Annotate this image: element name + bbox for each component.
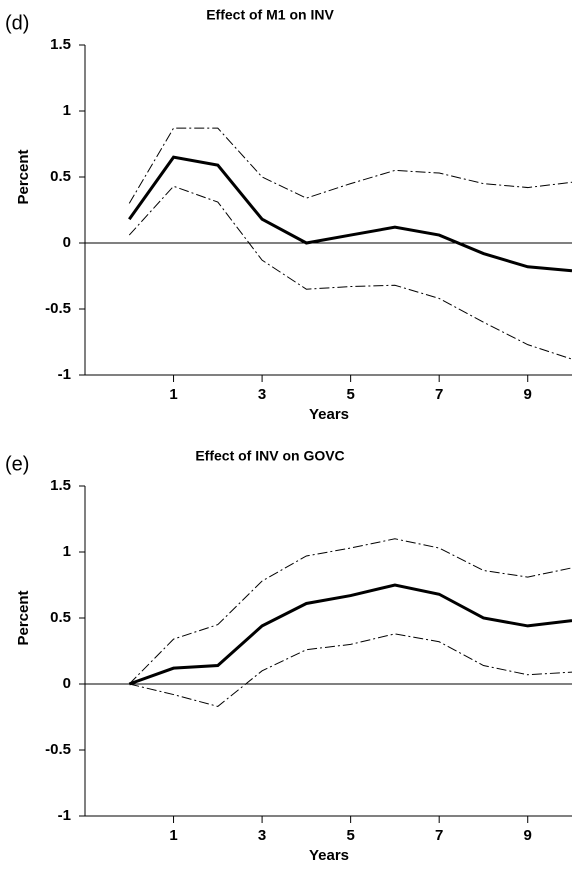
x-tick-label: 9 [524, 827, 532, 844]
y-tick-label: 1.5 [50, 477, 71, 494]
y-axis-label: Percent [15, 149, 32, 204]
x-tick-label: 1 [169, 386, 177, 403]
y-tick-label: 0.5 [50, 609, 71, 626]
chart-title: Effect of INV on GOVC [195, 448, 344, 464]
y-tick-label: 1.5 [50, 36, 71, 53]
estimate-line [128, 583, 572, 686]
panel-label: (e) [5, 453, 29, 475]
y-axis-label: Percent [15, 590, 32, 645]
y-tick-label: 0 [63, 675, 71, 692]
x-tick-label: 9 [524, 386, 532, 403]
y-tick-label: -1 [58, 807, 71, 824]
y-tick-label: -0.5 [45, 741, 71, 758]
band-line [128, 185, 572, 360]
band-line [128, 538, 572, 685]
y-tick-label: -0.5 [45, 300, 71, 317]
y-tick-label: 1 [63, 102, 71, 119]
y-tick-label: 0 [63, 234, 71, 251]
x-tick-label: 3 [258, 386, 266, 403]
x-tick-label: 5 [346, 386, 354, 403]
y-tick-label: 0.5 [50, 168, 71, 185]
estimate-line [128, 155, 572, 273]
panel-label: (d) [5, 12, 29, 34]
x-axis-label: Years [309, 847, 349, 864]
x-tick-label: 3 [258, 827, 266, 844]
y-tick-label: -1 [58, 366, 71, 383]
y-tick-label: 1 [63, 543, 71, 560]
x-tick-label: 5 [346, 827, 354, 844]
x-tick-label: 7 [435, 827, 443, 844]
band-line [129, 633, 572, 707]
chart-title: Effect of M1 on INV [206, 7, 334, 23]
band-line [128, 127, 572, 204]
x-tick-label: 1 [169, 827, 177, 844]
x-tick-label: 7 [435, 386, 443, 403]
x-axis-label: Years [309, 406, 349, 423]
